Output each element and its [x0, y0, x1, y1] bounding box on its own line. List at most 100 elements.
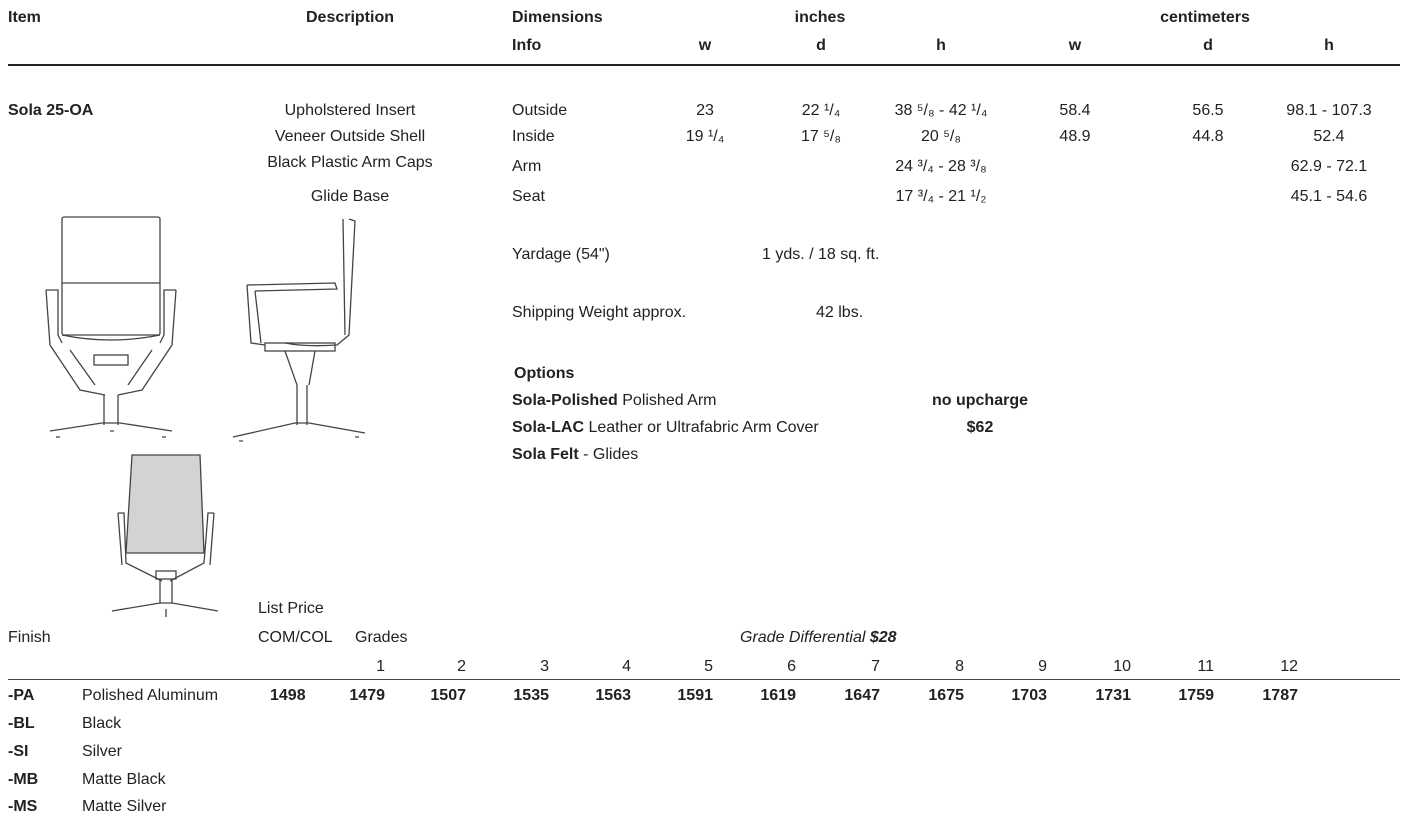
- option-desc: Polished Arm: [617, 392, 717, 409]
- option-code: Sola-Polished: [512, 392, 618, 409]
- dim-cm-d: 44.8: [1192, 128, 1224, 145]
- option-price: no upcharge: [931, 392, 1028, 409]
- grade-number: 3: [540, 658, 549, 675]
- finish-name: Matte Black: [82, 771, 166, 788]
- shipping-label: Shipping Weight approx.: [512, 304, 687, 321]
- dim-cm-h: 98.1 - 107.3: [1286, 102, 1372, 119]
- dim-cm-h: 62.9 - 72.1: [1290, 158, 1368, 175]
- finish-code: -PA: [8, 687, 35, 704]
- header-description: Description: [305, 9, 394, 26]
- dim-cm-h: 45.1 - 54.6: [1290, 188, 1368, 205]
- grade-price: 1675: [928, 687, 964, 704]
- grade-number: 10: [1113, 658, 1131, 675]
- grade-price: 1787: [1262, 687, 1298, 704]
- grade-price: 1647: [844, 687, 880, 704]
- dim-info: Outside: [512, 102, 568, 119]
- dim-info: Arm: [512, 158, 542, 175]
- finish-name: Matte Silver: [82, 798, 167, 815]
- header-dimensions: Dimensions: [512, 9, 603, 26]
- options-title: Options: [514, 365, 575, 382]
- description-line: Glide Base: [310, 188, 390, 205]
- grade-number: 12: [1280, 658, 1298, 675]
- option-desc: Leather or Ultrafabric Arm Cover: [584, 419, 819, 436]
- dim-cm-h: 52.4: [1313, 128, 1345, 145]
- option-code: Sola Felt: [512, 446, 579, 463]
- option-desc: - Glides: [578, 446, 639, 463]
- grade-number: 11: [1197, 658, 1214, 675]
- grade-differential-label: Grade Differential: [740, 629, 866, 646]
- grade-price: 1479: [349, 687, 385, 704]
- description-line: Upholstered Insert: [284, 102, 416, 119]
- dim-in-h: 24 ³/₄ - 28 ³/₈: [895, 158, 987, 175]
- header-cm-w: w: [1068, 37, 1082, 54]
- description-line: Veneer Outside Shell: [274, 128, 426, 145]
- grade-price: 1731: [1095, 687, 1131, 704]
- finish-code: -MB: [8, 771, 39, 788]
- finish-name: Black: [82, 715, 122, 732]
- option-row: Sola-LAC Leather or Ultrafabric Arm Cove…: [512, 418, 819, 438]
- product-name: Sola 25-OA: [8, 102, 94, 119]
- header-in-w: w: [698, 37, 712, 54]
- dim-cm-w: 58.4: [1059, 102, 1091, 119]
- option-code: Sola-LAC: [512, 419, 584, 436]
- grade-number: 5: [704, 658, 713, 675]
- grade-number: 1: [376, 658, 385, 675]
- dim-in-d: 17 ⁵/₈: [801, 128, 841, 145]
- grade-number: 2: [457, 658, 466, 675]
- grade-price: 1507: [430, 687, 466, 704]
- grade-differential-value: $28: [869, 629, 897, 646]
- option-row: Sola-Polished Polished Arm: [512, 391, 717, 411]
- dim-in-w: 23: [696, 102, 714, 119]
- list-price-label: List Price: [258, 600, 324, 617]
- grade-price: 1535: [513, 687, 549, 704]
- header-in-h: h: [936, 37, 946, 54]
- option-price: $62: [966, 419, 994, 436]
- option-row: Sola Felt - Glides: [512, 445, 638, 465]
- header-item: Item: [8, 9, 41, 26]
- dim-in-w: 19 ¹/₄: [685, 128, 725, 145]
- yardage-label: Yardage (54"): [512, 246, 610, 263]
- header-centimeters: centimeters: [1160, 9, 1250, 26]
- chair-front-view-icon: [45, 216, 177, 438]
- grade-differential: Grade Differential $28: [740, 628, 897, 648]
- finish-code: -BL: [8, 715, 35, 732]
- dim-in-h: 38 ⁵/₈ - 42 ¹/₄: [894, 102, 988, 119]
- grade-number: 9: [1038, 658, 1047, 675]
- finish-code: -SI: [8, 743, 29, 760]
- header-rule: [8, 64, 1400, 66]
- chair-back-view-icon: [111, 454, 219, 617]
- dim-cm-w: 48.9: [1059, 128, 1091, 145]
- grade-price: 1619: [760, 687, 796, 704]
- grade-number: 4: [622, 658, 631, 675]
- shipping-value: 42 lbs.: [816, 304, 864, 321]
- header-cm-h: h: [1324, 37, 1334, 54]
- finish-name: Polished Aluminum: [82, 687, 219, 704]
- grades-label: Grades: [355, 629, 408, 646]
- dim-info: Seat: [512, 188, 545, 205]
- header-info: Info: [512, 37, 542, 54]
- header-inches: inches: [794, 9, 846, 26]
- dim-info: Inside: [512, 128, 555, 145]
- finish-label: Finish: [8, 629, 51, 646]
- com-col-label: COM/COL: [258, 629, 333, 646]
- dim-in-h: 20 ⁵/₈: [921, 128, 961, 145]
- header-cm-d: d: [1203, 37, 1213, 54]
- dim-cm-d: 56.5: [1192, 102, 1224, 119]
- grade-price: 1703: [1011, 687, 1047, 704]
- grade-price: 1759: [1178, 687, 1214, 704]
- description-line: Black Plastic Arm Caps: [267, 154, 433, 171]
- grade-price: 1591: [677, 687, 713, 704]
- dim-in-h: 17 ³/₄ - 21 ¹/₂: [895, 188, 987, 205]
- com-price: 1498: [270, 687, 306, 704]
- pricing-rule: [8, 679, 1400, 680]
- header-in-d: d: [816, 37, 826, 54]
- yardage-value: 1 yds. / 18 sq. ft.: [762, 246, 880, 263]
- grade-number: 6: [787, 658, 796, 675]
- chair-side-view-icon: [232, 218, 366, 442]
- grade-number: 8: [955, 658, 964, 675]
- finish-name: Silver: [82, 743, 123, 760]
- grade-number: 7: [871, 658, 880, 675]
- dim-in-d: 22 ¹/₄: [801, 102, 841, 119]
- grade-price: 1563: [595, 687, 631, 704]
- finish-code: -MS: [8, 798, 38, 815]
